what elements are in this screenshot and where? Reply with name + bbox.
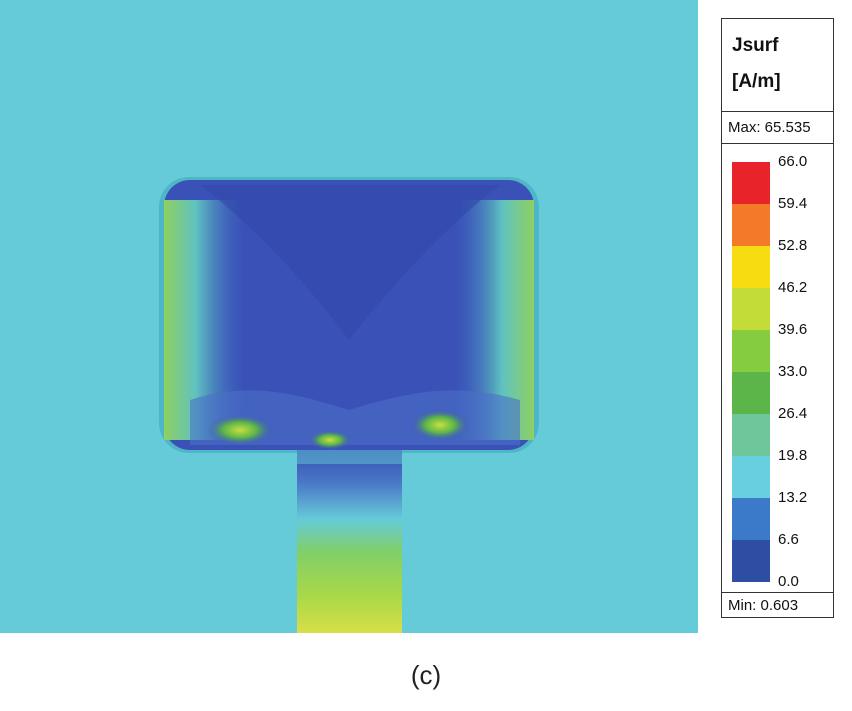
legend-tick-label: 33.0 xyxy=(778,363,808,380)
legend-divider xyxy=(722,592,833,593)
legend-tick-label: 39.6 xyxy=(778,321,808,338)
patch-element xyxy=(159,177,539,453)
legend-swatch xyxy=(732,540,770,582)
legend-max-value: Max: 65.535 xyxy=(728,119,811,136)
legend-swatch xyxy=(732,162,770,204)
legend-tick-label: 19.8 xyxy=(778,447,808,464)
legend-divider xyxy=(722,143,833,144)
legend-swatch xyxy=(732,204,770,246)
legend-swatch xyxy=(732,288,770,330)
legend-swatch xyxy=(732,456,770,498)
legend-tick-label: 6.6 xyxy=(778,531,799,548)
legend-swatch xyxy=(732,372,770,414)
legend-swatch xyxy=(732,498,770,540)
surface-current-plot xyxy=(0,0,698,633)
figure-caption: (c) xyxy=(410,660,442,690)
legend-title-quantity: Jsurf xyxy=(732,35,779,56)
legend-swatch xyxy=(732,330,770,372)
feed-line xyxy=(297,450,402,633)
legend-tick-label: 66.0 xyxy=(778,153,808,170)
legend-tick-label: 59.4 xyxy=(778,195,808,212)
legend-swatch xyxy=(732,414,770,456)
legend-min-value: Min: 0.603 xyxy=(728,597,799,614)
legend-tick-label: 46.2 xyxy=(778,279,808,296)
legend-swatch xyxy=(732,246,770,288)
legend-tick-label: 13.2 xyxy=(778,489,808,506)
legend-tick-label: 26.4 xyxy=(778,405,808,422)
legend-tick-label: 0.0 xyxy=(778,573,799,590)
legend-divider xyxy=(722,111,833,112)
legend-title-unit: [A/m] xyxy=(732,71,781,92)
legend-tick-label: 52.8 xyxy=(778,237,808,254)
color-legend: Jsurf [A/m] Max: 65.535 66.0 59.4 52.8 4… xyxy=(721,18,834,618)
